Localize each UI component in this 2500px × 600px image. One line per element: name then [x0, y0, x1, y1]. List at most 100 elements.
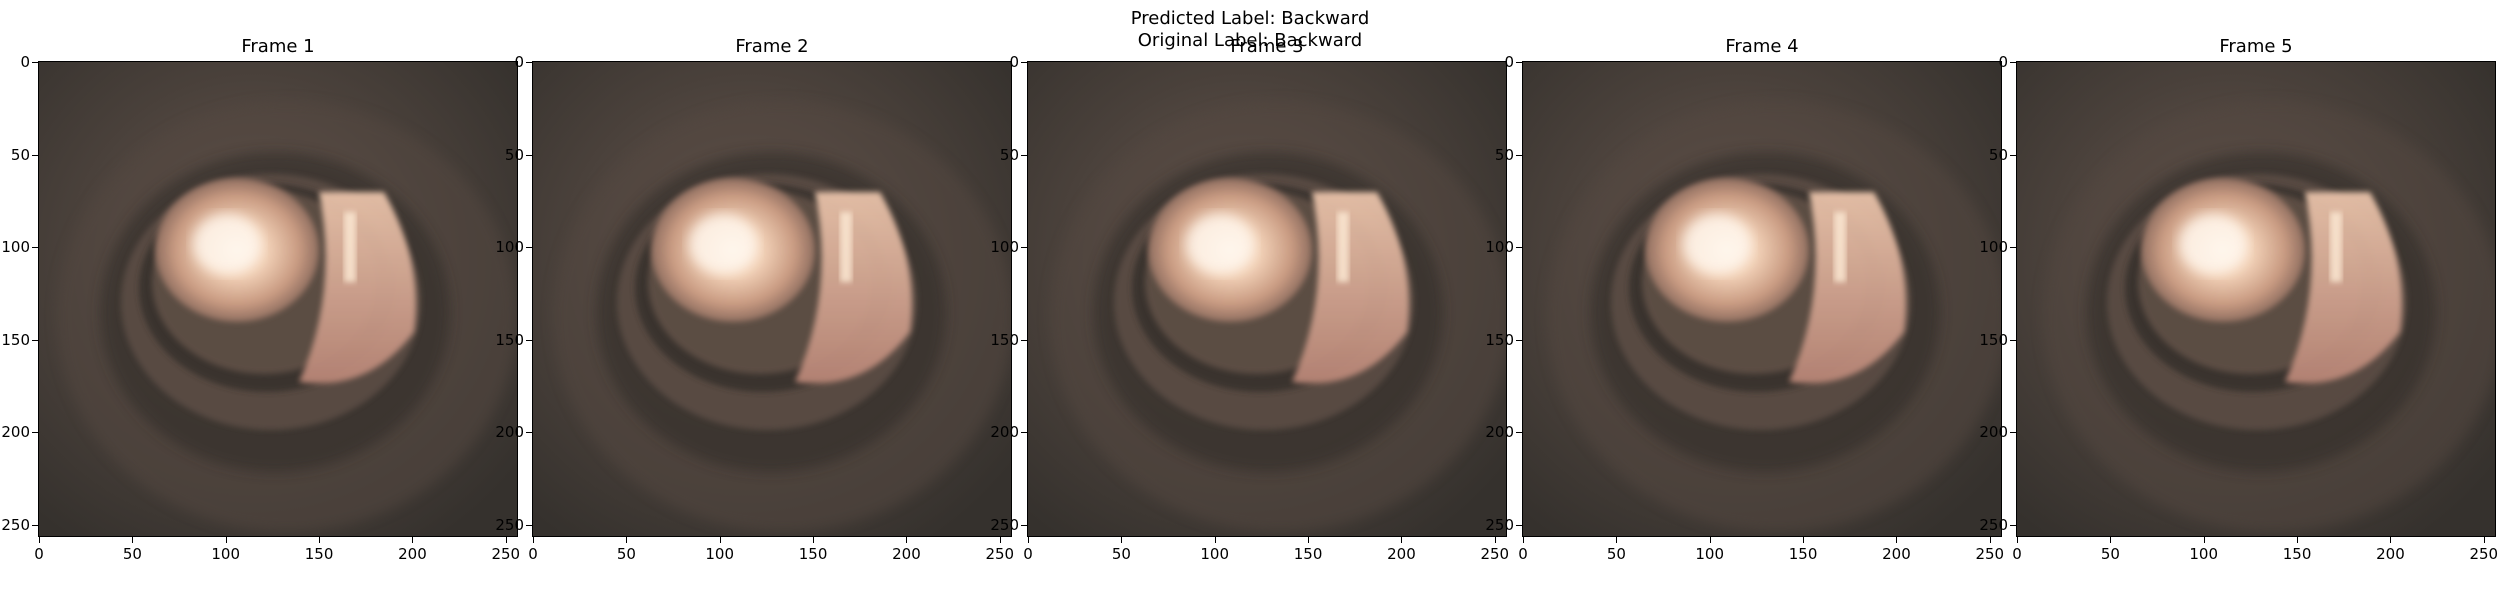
y-tick-label: 100	[1485, 238, 1514, 257]
x-tick-mark	[1401, 537, 1403, 543]
x-tick-mark	[1523, 537, 1524, 543]
y-tick-mark	[526, 247, 532, 249]
x-tick-label: 200	[2376, 545, 2405, 563]
y-tick-mark	[32, 432, 38, 434]
x-tick-mark	[2483, 537, 2485, 543]
y-tick-mark	[1516, 62, 1522, 63]
y-tick-mark	[32, 339, 38, 341]
x-tick-mark	[1709, 537, 1711, 543]
y-tick-mark	[2010, 247, 2016, 249]
x-tick-label: 150	[304, 545, 334, 563]
x-tick-label: 150	[1788, 545, 1818, 563]
y-tick-mark	[32, 524, 38, 526]
y-tick-mark	[526, 62, 532, 63]
frame-image-svg	[2017, 62, 2495, 536]
frame-image	[38, 61, 518, 537]
y-tick-mark	[2010, 339, 2016, 341]
x-tick-mark	[1616, 537, 1618, 543]
x-tick-mark	[412, 537, 414, 543]
x-tick-label: 0	[2012, 545, 2022, 563]
frame-image-svg	[1028, 62, 1506, 536]
y-tick-label: 100	[495, 238, 524, 257]
y-tick-mark	[1516, 339, 1522, 341]
x-tick-label: 150	[2282, 545, 2312, 563]
x-tick-label: 200	[892, 545, 921, 563]
x-tick-label: 250	[1480, 545, 1510, 563]
y-tick-mark	[1516, 432, 1522, 434]
y-tick-mark	[2010, 524, 2016, 526]
x-tick-label: 100	[705, 545, 735, 563]
x-tick-mark	[813, 537, 815, 543]
x-tick-label: 0	[1023, 545, 1033, 563]
y-tick-mark	[1021, 62, 1027, 63]
frame-image	[1027, 61, 1507, 537]
x-tick-mark	[1494, 537, 1496, 543]
x-tick-mark	[719, 537, 721, 543]
x-tick-mark	[1308, 537, 1310, 543]
y-tick-label: 50	[10, 145, 30, 164]
y-tick-mark	[1516, 247, 1522, 249]
y-tick-label: 50	[1494, 145, 1514, 164]
frame-panel: Frame 2 0 50 100 150 200 250 0 50 100 150 200 250	[495, 0, 1014, 600]
frame-panel: Frame 1 0 50 100 150 200 250 0 50 100 150 200 250	[1, 0, 520, 600]
frame-title: Frame 3	[1230, 36, 1304, 57]
x-tick-label: 250	[1975, 545, 2005, 563]
frame-title: Frame 1	[241, 36, 315, 57]
y-tick-mark	[32, 247, 38, 249]
y-tick-label: 50	[999, 145, 1019, 164]
x-tick-label: 100	[1200, 545, 1230, 563]
y-tick-label: 200	[1485, 423, 1514, 442]
x-tick-label: 200	[398, 545, 427, 563]
frame-image-svg	[39, 62, 517, 536]
x-tick-label: 100	[1695, 545, 1725, 563]
y-tick-label: 50	[504, 145, 524, 164]
x-tick-mark	[999, 537, 1001, 543]
x-tick-mark	[1803, 537, 1805, 543]
x-tick-mark	[1896, 537, 1898, 543]
y-tick-mark	[1516, 154, 1522, 156]
x-tick-mark	[2017, 537, 2018, 543]
frame-image-svg	[1523, 62, 2001, 536]
y-tick-label: 250	[1, 515, 30, 534]
y-tick-label: 50	[1988, 145, 2008, 164]
frame-image-svg	[533, 62, 1011, 536]
x-tick-label: 50	[1111, 545, 1131, 563]
y-tick-label: 0	[1504, 53, 1514, 71]
y-tick-mark	[1516, 524, 1522, 526]
y-tick-label: 150	[990, 330, 1019, 349]
y-tick-label: 150	[1979, 330, 2008, 349]
y-tick-label: 150	[1, 330, 30, 349]
y-tick-mark	[32, 62, 38, 63]
y-tick-mark	[1021, 247, 1027, 249]
y-tick-label: 250	[495, 515, 524, 534]
y-tick-label: 0	[20, 53, 30, 71]
x-tick-label: 250	[491, 545, 521, 563]
x-tick-label: 50	[1606, 545, 1626, 563]
frame-panel: Frame 4 0 50 100 150 200 250 0 50 100 150 200 250	[1485, 0, 2004, 600]
x-tick-label: 50	[2100, 545, 2120, 563]
x-tick-mark	[505, 537, 507, 543]
y-tick-label: 250	[1485, 515, 1514, 534]
x-tick-label: 50	[122, 545, 142, 563]
y-tick-mark	[1021, 154, 1027, 156]
figure-suptitle: Predicted Label: Backward Original Label…	[0, 8, 2500, 52]
x-tick-mark	[39, 537, 40, 543]
y-tick-label: 250	[990, 515, 1019, 534]
x-tick-label: 150	[798, 545, 828, 563]
y-tick-label: 250	[1979, 515, 2008, 534]
y-tick-label: 100	[1979, 238, 2008, 257]
x-tick-mark	[626, 537, 628, 543]
frame-image	[1522, 61, 2002, 537]
frame-title: Frame 4	[1725, 36, 1799, 57]
y-tick-label: 100	[1, 238, 30, 257]
predicted-label: Predicted Label: Backward	[1130, 8, 1370, 29]
y-tick-label: 200	[495, 423, 524, 442]
x-tick-label: 250	[985, 545, 1015, 563]
y-tick-mark	[526, 339, 532, 341]
x-tick-mark	[906, 537, 908, 543]
y-tick-label: 150	[1485, 330, 1514, 349]
x-tick-mark	[2110, 537, 2112, 543]
frame-image	[532, 61, 1012, 537]
y-tick-mark	[1021, 432, 1027, 434]
y-tick-mark	[2010, 62, 2016, 63]
